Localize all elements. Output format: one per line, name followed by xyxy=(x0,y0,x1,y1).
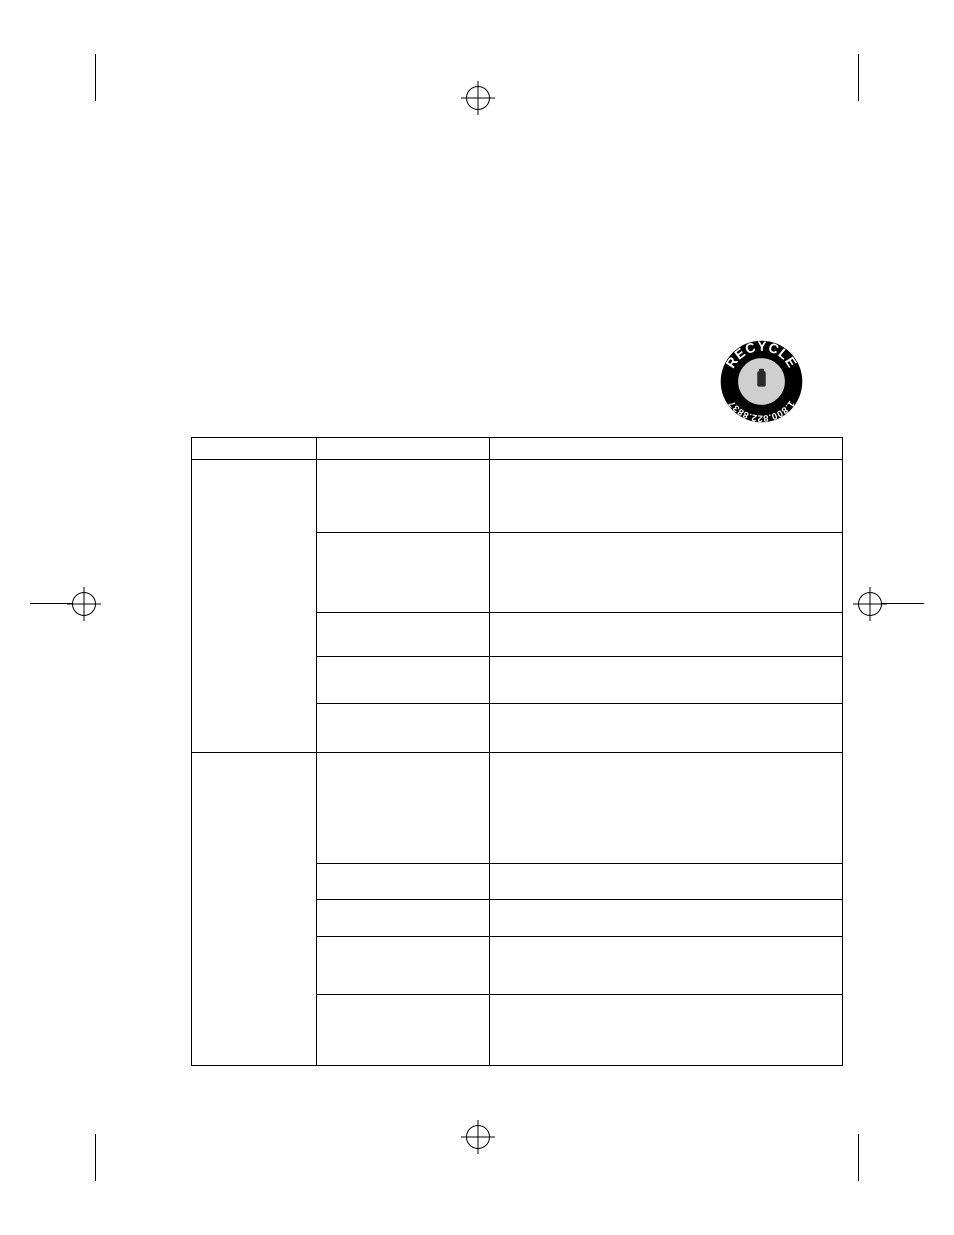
registration-mark-icon xyxy=(858,592,882,616)
table-solution-cell xyxy=(490,533,843,613)
registration-mark-icon xyxy=(466,1125,490,1149)
table-solution-cell xyxy=(490,704,843,753)
troubleshooting-table: Problem Possible Cause Solution xyxy=(191,437,842,1066)
crop-mark xyxy=(858,1134,859,1181)
registration-mark-icon xyxy=(466,86,490,110)
table-header-label: Solution xyxy=(491,452,495,453)
table-cause-cell xyxy=(317,533,490,613)
table-cause-cell xyxy=(317,613,490,657)
table-header-label: Problem xyxy=(193,452,197,453)
crop-mark xyxy=(858,54,859,101)
table-cause-cell xyxy=(317,704,490,753)
crop-mark xyxy=(95,1134,96,1181)
table-cause-cell xyxy=(317,995,490,1066)
page: RECYCLE 1.800.822.8837 Problem Possible C… xyxy=(0,0,954,1235)
crop-mark xyxy=(95,54,96,101)
registration-mark-icon xyxy=(72,592,96,616)
recycle-seal-icon: RECYCLE 1.800.822.8837 xyxy=(719,339,804,424)
table-solution-cell xyxy=(490,995,843,1066)
table-solution-cell xyxy=(490,937,843,995)
table-solution-cell xyxy=(490,460,843,533)
table-solution-cell xyxy=(490,900,843,937)
table-header-cell: Possible Cause xyxy=(317,438,490,460)
table-problem-cell xyxy=(192,460,317,753)
table-solution-cell xyxy=(490,657,843,704)
table-header-cell: Solution xyxy=(490,438,843,460)
table-cause-cell xyxy=(317,864,490,900)
table-cause-cell xyxy=(317,657,490,704)
table-cause-cell xyxy=(317,460,490,533)
table-cause-cell xyxy=(317,900,490,937)
table-solution-cell xyxy=(490,864,843,900)
table-solution-cell xyxy=(490,613,843,657)
table-solution-cell xyxy=(490,753,843,864)
table-header-label: Possible Cause xyxy=(318,452,325,453)
table-header-cell: Problem xyxy=(192,438,317,460)
table-problem-cell xyxy=(192,753,317,1066)
table-cause-cell xyxy=(317,753,490,864)
table-cause-cell xyxy=(317,937,490,995)
